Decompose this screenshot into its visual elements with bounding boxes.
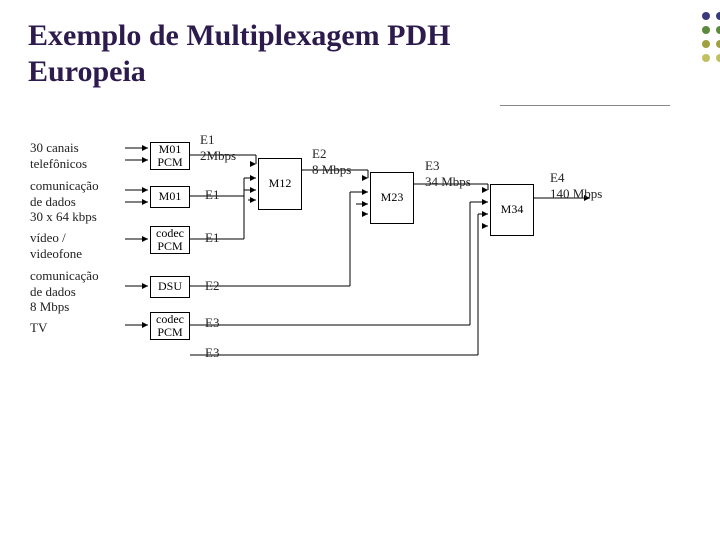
lbl-e3-b: E3	[205, 345, 219, 361]
lbl-e1-2m: E12Mbps	[200, 132, 236, 164]
box-m01: M01	[150, 186, 190, 208]
slide-title: Exemplo de Multiplexagem PDH Europeia	[28, 18, 450, 90]
box-m34: M34	[490, 184, 534, 236]
lbl-e2-8m: E28 Mbps	[312, 146, 351, 178]
title-line2: Europeia	[28, 55, 146, 88]
lbl-e1-a: E1	[205, 187, 219, 203]
box-codec-pcm-1: codecPCM	[150, 226, 190, 254]
lbl-e3-34m: E334 Mbps	[425, 158, 471, 190]
box-codec-pcm-2: codecPCM	[150, 312, 190, 340]
in-dados8: comunicaçãode dados8 Mbps	[30, 268, 99, 315]
title-line1: Exemplo de Multiplexagem PDH	[28, 19, 450, 52]
in-tv: TV	[30, 320, 47, 336]
lbl-e2-a: E2	[205, 278, 219, 294]
box-m01-pcm: M01PCM	[150, 142, 190, 170]
in-video: vídeo /videofone	[30, 230, 82, 261]
pdh-diagram: 30 canaistelefônicos comunicaçãode dados3…	[30, 140, 690, 400]
box-m23: M23	[370, 172, 414, 224]
divider	[500, 105, 670, 106]
lbl-e4-140m: E4140 Mbps	[550, 170, 602, 202]
lbl-e3-a: E3	[205, 315, 219, 331]
in-30canais: 30 canaistelefônicos	[30, 140, 87, 171]
lbl-e1-b: E1	[205, 230, 219, 246]
in-dados30x64: comunicaçãode dados30 x 64 kbps	[30, 178, 99, 225]
box-m12: M12	[258, 158, 302, 210]
box-dsu: DSU	[150, 276, 190, 298]
